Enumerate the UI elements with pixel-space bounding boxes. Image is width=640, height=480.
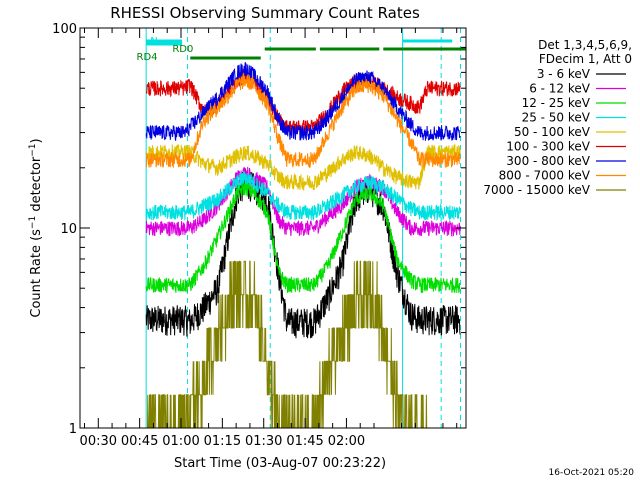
series-line-8 — [146, 260, 428, 428]
y-label-sup1: −1 — [28, 216, 38, 229]
series-7 — [145, 72, 461, 168]
y-tick-label-100: 100 — [52, 22, 77, 37]
annotation-n: N — [150, 36, 157, 47]
series-8 — [146, 260, 428, 428]
annotation-rd0: RD0 — [172, 44, 193, 55]
footer-timestamp: 16-Oct-2021 05:20 — [549, 468, 635, 478]
x-tick-label-01:45: 01:45 — [286, 434, 323, 449]
series-line-4 — [145, 144, 461, 191]
series-line-5 — [145, 69, 461, 135]
y-axis-label: Count Rate (s−1 detector−1) — [28, 138, 44, 317]
y-label-mid: detector — [29, 156, 44, 216]
series-6 — [145, 62, 461, 141]
series-line-2 — [145, 181, 461, 294]
y-tick-label-10: 10 — [60, 222, 77, 237]
series-line-0 — [145, 168, 461, 339]
x-tick-label-00:45: 00:45 — [121, 434, 158, 449]
x-tick-label-00:30: 00:30 — [80, 434, 117, 449]
x-tick-label-01:30: 01:30 — [245, 434, 282, 449]
y-label-main: Count Rate (s — [29, 229, 44, 318]
legend-header-line-2: FDecim 1, Att 0 — [539, 52, 632, 66]
x-tick-label-01:00: 01:00 — [162, 434, 199, 449]
series-0 — [145, 168, 461, 339]
series-line-3 — [145, 171, 461, 221]
legend-label-1: 6 - 12 keV — [529, 82, 591, 96]
legend: Det 1,3,4,5,6,9, FDecim 1, Att 0 3 - 6 k… — [483, 38, 632, 197]
series-1 — [145, 166, 461, 237]
series-3 — [145, 171, 461, 221]
y-label-end: ) — [29, 138, 44, 143]
x-tick-label-02:00: 02:00 — [328, 434, 365, 449]
series-line-6 — [145, 62, 461, 141]
series-line-1 — [145, 166, 461, 237]
series-2 — [145, 181, 461, 294]
legend-label-2: 12 - 25 keV — [522, 96, 591, 110]
annotation-rd4: RD4 — [137, 52, 158, 63]
legend-label-0: 3 - 6 keV — [537, 67, 591, 81]
x-axis-label: Start Time (03-Aug-07 00:23:22) — [174, 456, 386, 471]
legend-label-5: 100 - 300 keV — [506, 140, 590, 154]
y-tick-label-1: 1 — [69, 422, 77, 437]
series-line-7 — [145, 72, 461, 168]
x-tick-label-01:15: 01:15 — [204, 434, 241, 449]
series-5 — [145, 69, 461, 135]
series-4 — [145, 144, 461, 191]
legend-label-4: 50 - 100 keV — [514, 125, 591, 139]
y-label-sup2: −1 — [28, 143, 38, 156]
legend-label-8: 7000 - 15000 keV — [483, 183, 590, 197]
legend-label-6: 300 - 800 keV — [506, 154, 590, 168]
legend-label-3: 25 - 50 keV — [522, 111, 591, 125]
legend-header-line-1: Det 1,3,4,5,6,9, — [538, 38, 632, 52]
chart-title: RHESSI Observing Summary Count Rates — [110, 4, 420, 22]
legend-label-7: 800 - 7000 keV — [499, 169, 591, 183]
